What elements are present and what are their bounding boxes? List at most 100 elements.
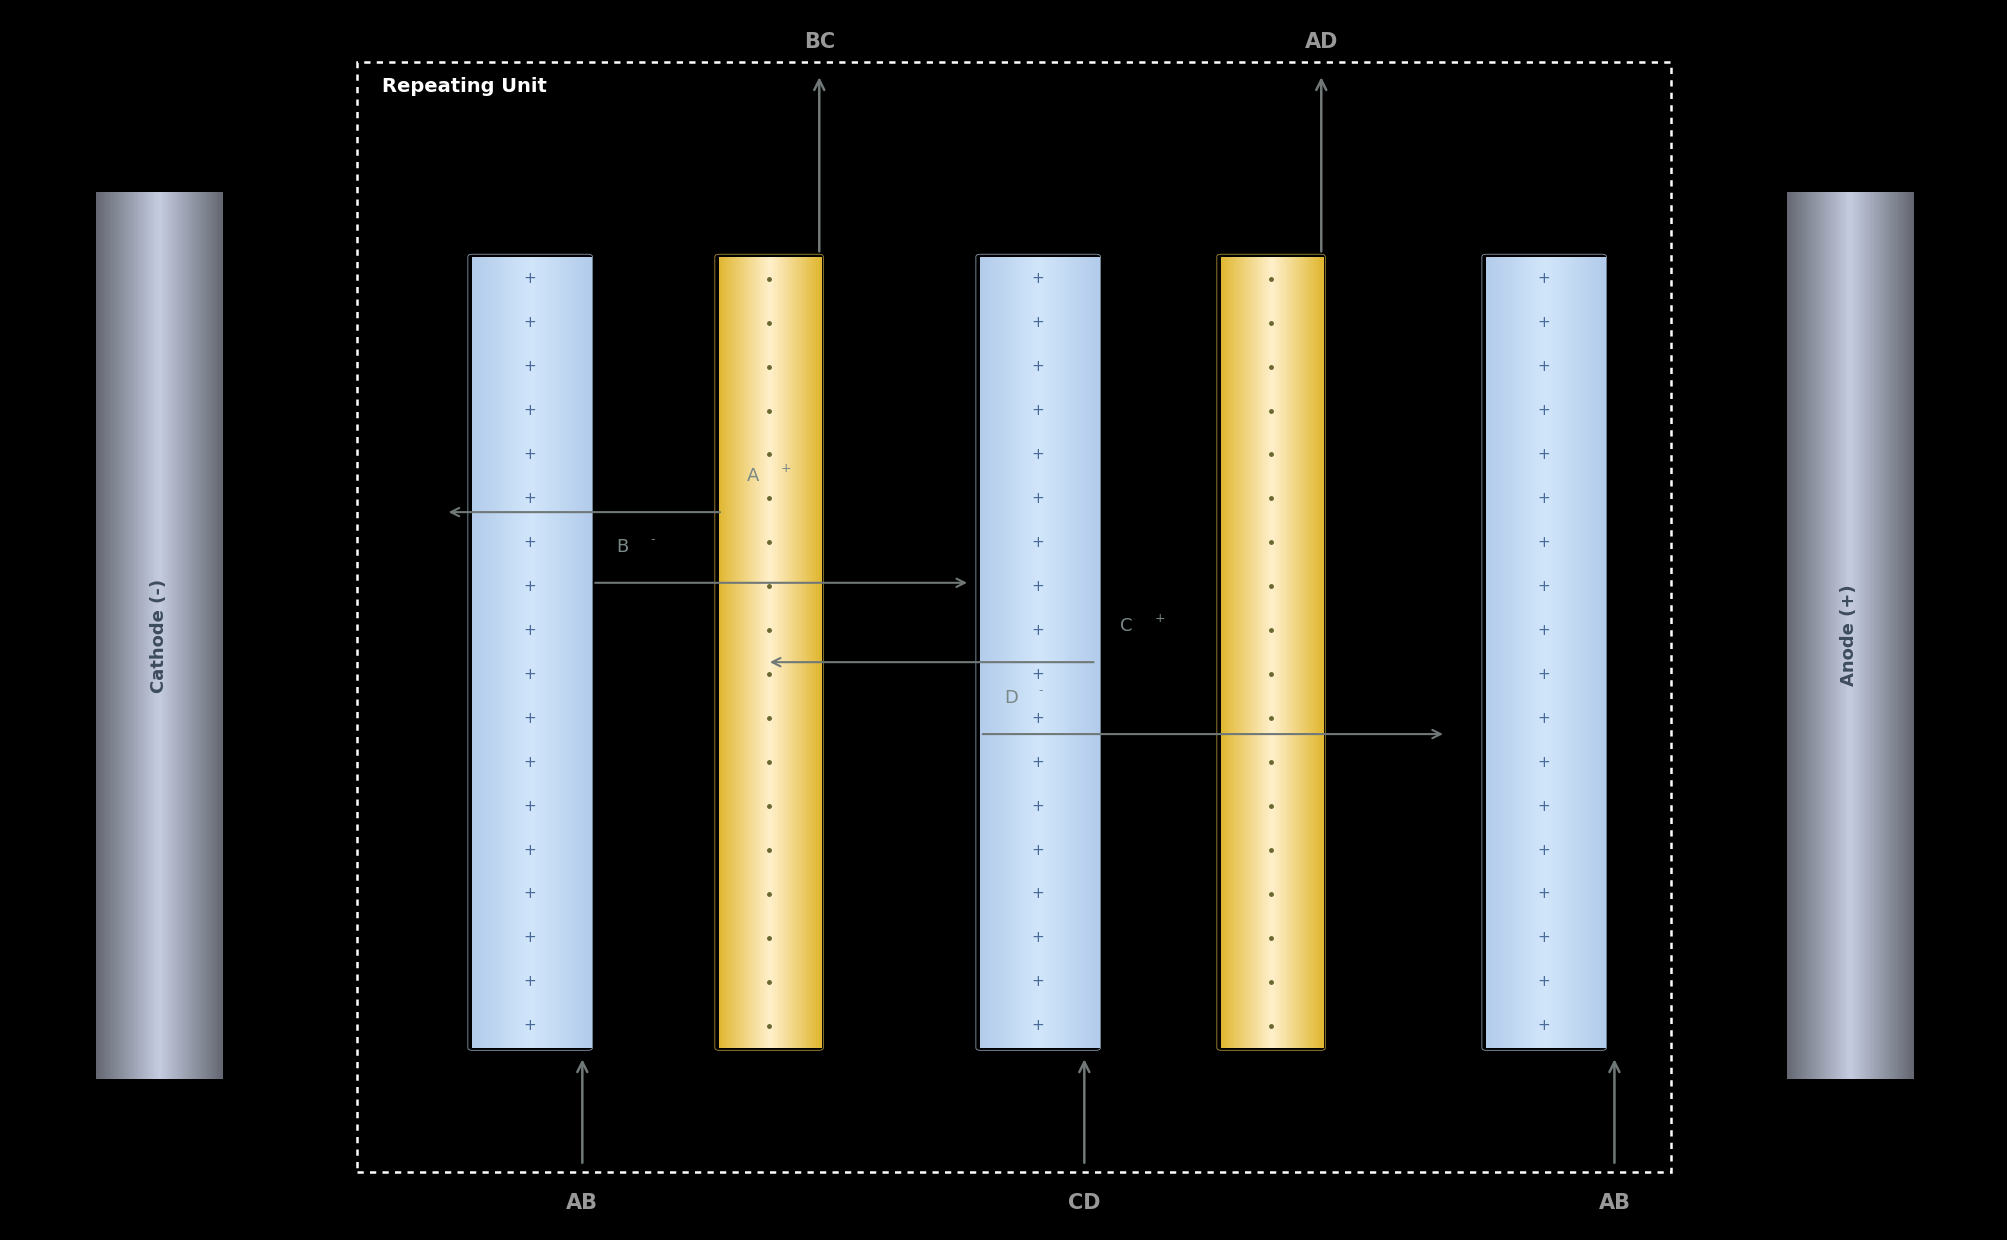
- Bar: [981, 257, 985, 1048]
- Bar: [1040, 257, 1042, 1048]
- Text: CD: CD: [1068, 1193, 1100, 1213]
- Bar: [1907, 192, 1909, 1079]
- Text: +: +: [1032, 403, 1044, 418]
- Bar: [506, 257, 508, 1048]
- Bar: [508, 257, 510, 1048]
- Bar: [1792, 192, 1794, 1079]
- Bar: [1883, 192, 1885, 1079]
- Bar: [1507, 257, 1509, 1048]
- Bar: [546, 257, 548, 1048]
- Bar: [201, 192, 203, 1079]
- Bar: [179, 192, 181, 1079]
- Bar: [552, 257, 556, 1048]
- Text: AD: AD: [1305, 32, 1337, 52]
- Bar: [155, 192, 159, 1079]
- Bar: [1838, 192, 1840, 1079]
- Bar: [1309, 257, 1311, 1048]
- Bar: [1084, 257, 1088, 1048]
- Bar: [757, 257, 759, 1048]
- Bar: [1879, 192, 1881, 1079]
- Bar: [1786, 192, 1788, 1079]
- Bar: [813, 257, 817, 1048]
- Text: -: -: [650, 533, 654, 546]
- Bar: [1873, 192, 1875, 1079]
- Bar: [733, 257, 735, 1048]
- Bar: [815, 257, 819, 1048]
- Text: AB: AB: [1598, 1193, 1630, 1213]
- Bar: [1592, 257, 1596, 1048]
- Bar: [195, 192, 197, 1079]
- Bar: [1559, 257, 1561, 1048]
- Bar: [1044, 257, 1048, 1048]
- Bar: [807, 257, 809, 1048]
- Bar: [1891, 192, 1893, 1079]
- Bar: [1844, 192, 1846, 1079]
- Text: +: +: [1537, 622, 1549, 637]
- Bar: [1832, 192, 1834, 1079]
- Bar: [1828, 192, 1830, 1079]
- Bar: [819, 257, 821, 1048]
- Bar: [1295, 257, 1299, 1048]
- Bar: [761, 257, 765, 1048]
- Bar: [725, 257, 727, 1048]
- Bar: [1291, 257, 1293, 1048]
- Bar: [747, 257, 751, 1048]
- Bar: [488, 257, 492, 1048]
- Bar: [163, 192, 165, 1079]
- Bar: [1086, 257, 1090, 1048]
- Bar: [502, 257, 506, 1048]
- Bar: [177, 192, 179, 1079]
- Bar: [1822, 192, 1824, 1079]
- Bar: [1303, 257, 1305, 1048]
- Bar: [522, 257, 526, 1048]
- Bar: [721, 257, 723, 1048]
- Bar: [785, 257, 787, 1048]
- Bar: [357, 62, 1670, 1172]
- Bar: [185, 192, 187, 1079]
- Bar: [1812, 192, 1814, 1079]
- Bar: [1889, 192, 1891, 1079]
- Bar: [725, 257, 729, 1048]
- Bar: [1832, 192, 1834, 1079]
- Bar: [1493, 257, 1495, 1048]
- Text: +: +: [524, 579, 536, 594]
- Bar: [1052, 257, 1054, 1048]
- Bar: [1238, 257, 1242, 1048]
- Bar: [735, 257, 737, 1048]
- Bar: [1311, 257, 1313, 1048]
- Bar: [1240, 257, 1244, 1048]
- Text: D: D: [1004, 688, 1018, 707]
- Bar: [179, 192, 181, 1079]
- Bar: [797, 257, 799, 1048]
- Bar: [1856, 192, 1858, 1079]
- Bar: [558, 257, 560, 1048]
- Text: +: +: [1537, 887, 1549, 901]
- Bar: [159, 192, 161, 1079]
- Text: +: +: [524, 755, 536, 770]
- Text: +: +: [1537, 1018, 1549, 1033]
- Bar: [1299, 257, 1301, 1048]
- Bar: [1236, 257, 1240, 1048]
- Bar: [153, 192, 155, 1079]
- Bar: [1895, 192, 1899, 1079]
- Text: +: +: [524, 930, 536, 945]
- Bar: [1286, 257, 1288, 1048]
- Text: +: +: [1032, 667, 1044, 682]
- Bar: [193, 192, 195, 1079]
- Bar: [757, 257, 761, 1048]
- Bar: [993, 257, 997, 1048]
- Bar: [173, 192, 175, 1079]
- Bar: [528, 257, 532, 1048]
- Bar: [536, 257, 540, 1048]
- Text: +: +: [524, 842, 536, 858]
- Bar: [1034, 257, 1038, 1048]
- Bar: [1862, 192, 1865, 1079]
- Bar: [1575, 257, 1580, 1048]
- Text: +: +: [1537, 579, 1549, 594]
- Text: +: +: [1537, 491, 1549, 506]
- Bar: [494, 257, 496, 1048]
- Bar: [769, 257, 771, 1048]
- Bar: [1487, 257, 1491, 1048]
- Text: +: +: [1537, 930, 1549, 945]
- Bar: [187, 192, 189, 1079]
